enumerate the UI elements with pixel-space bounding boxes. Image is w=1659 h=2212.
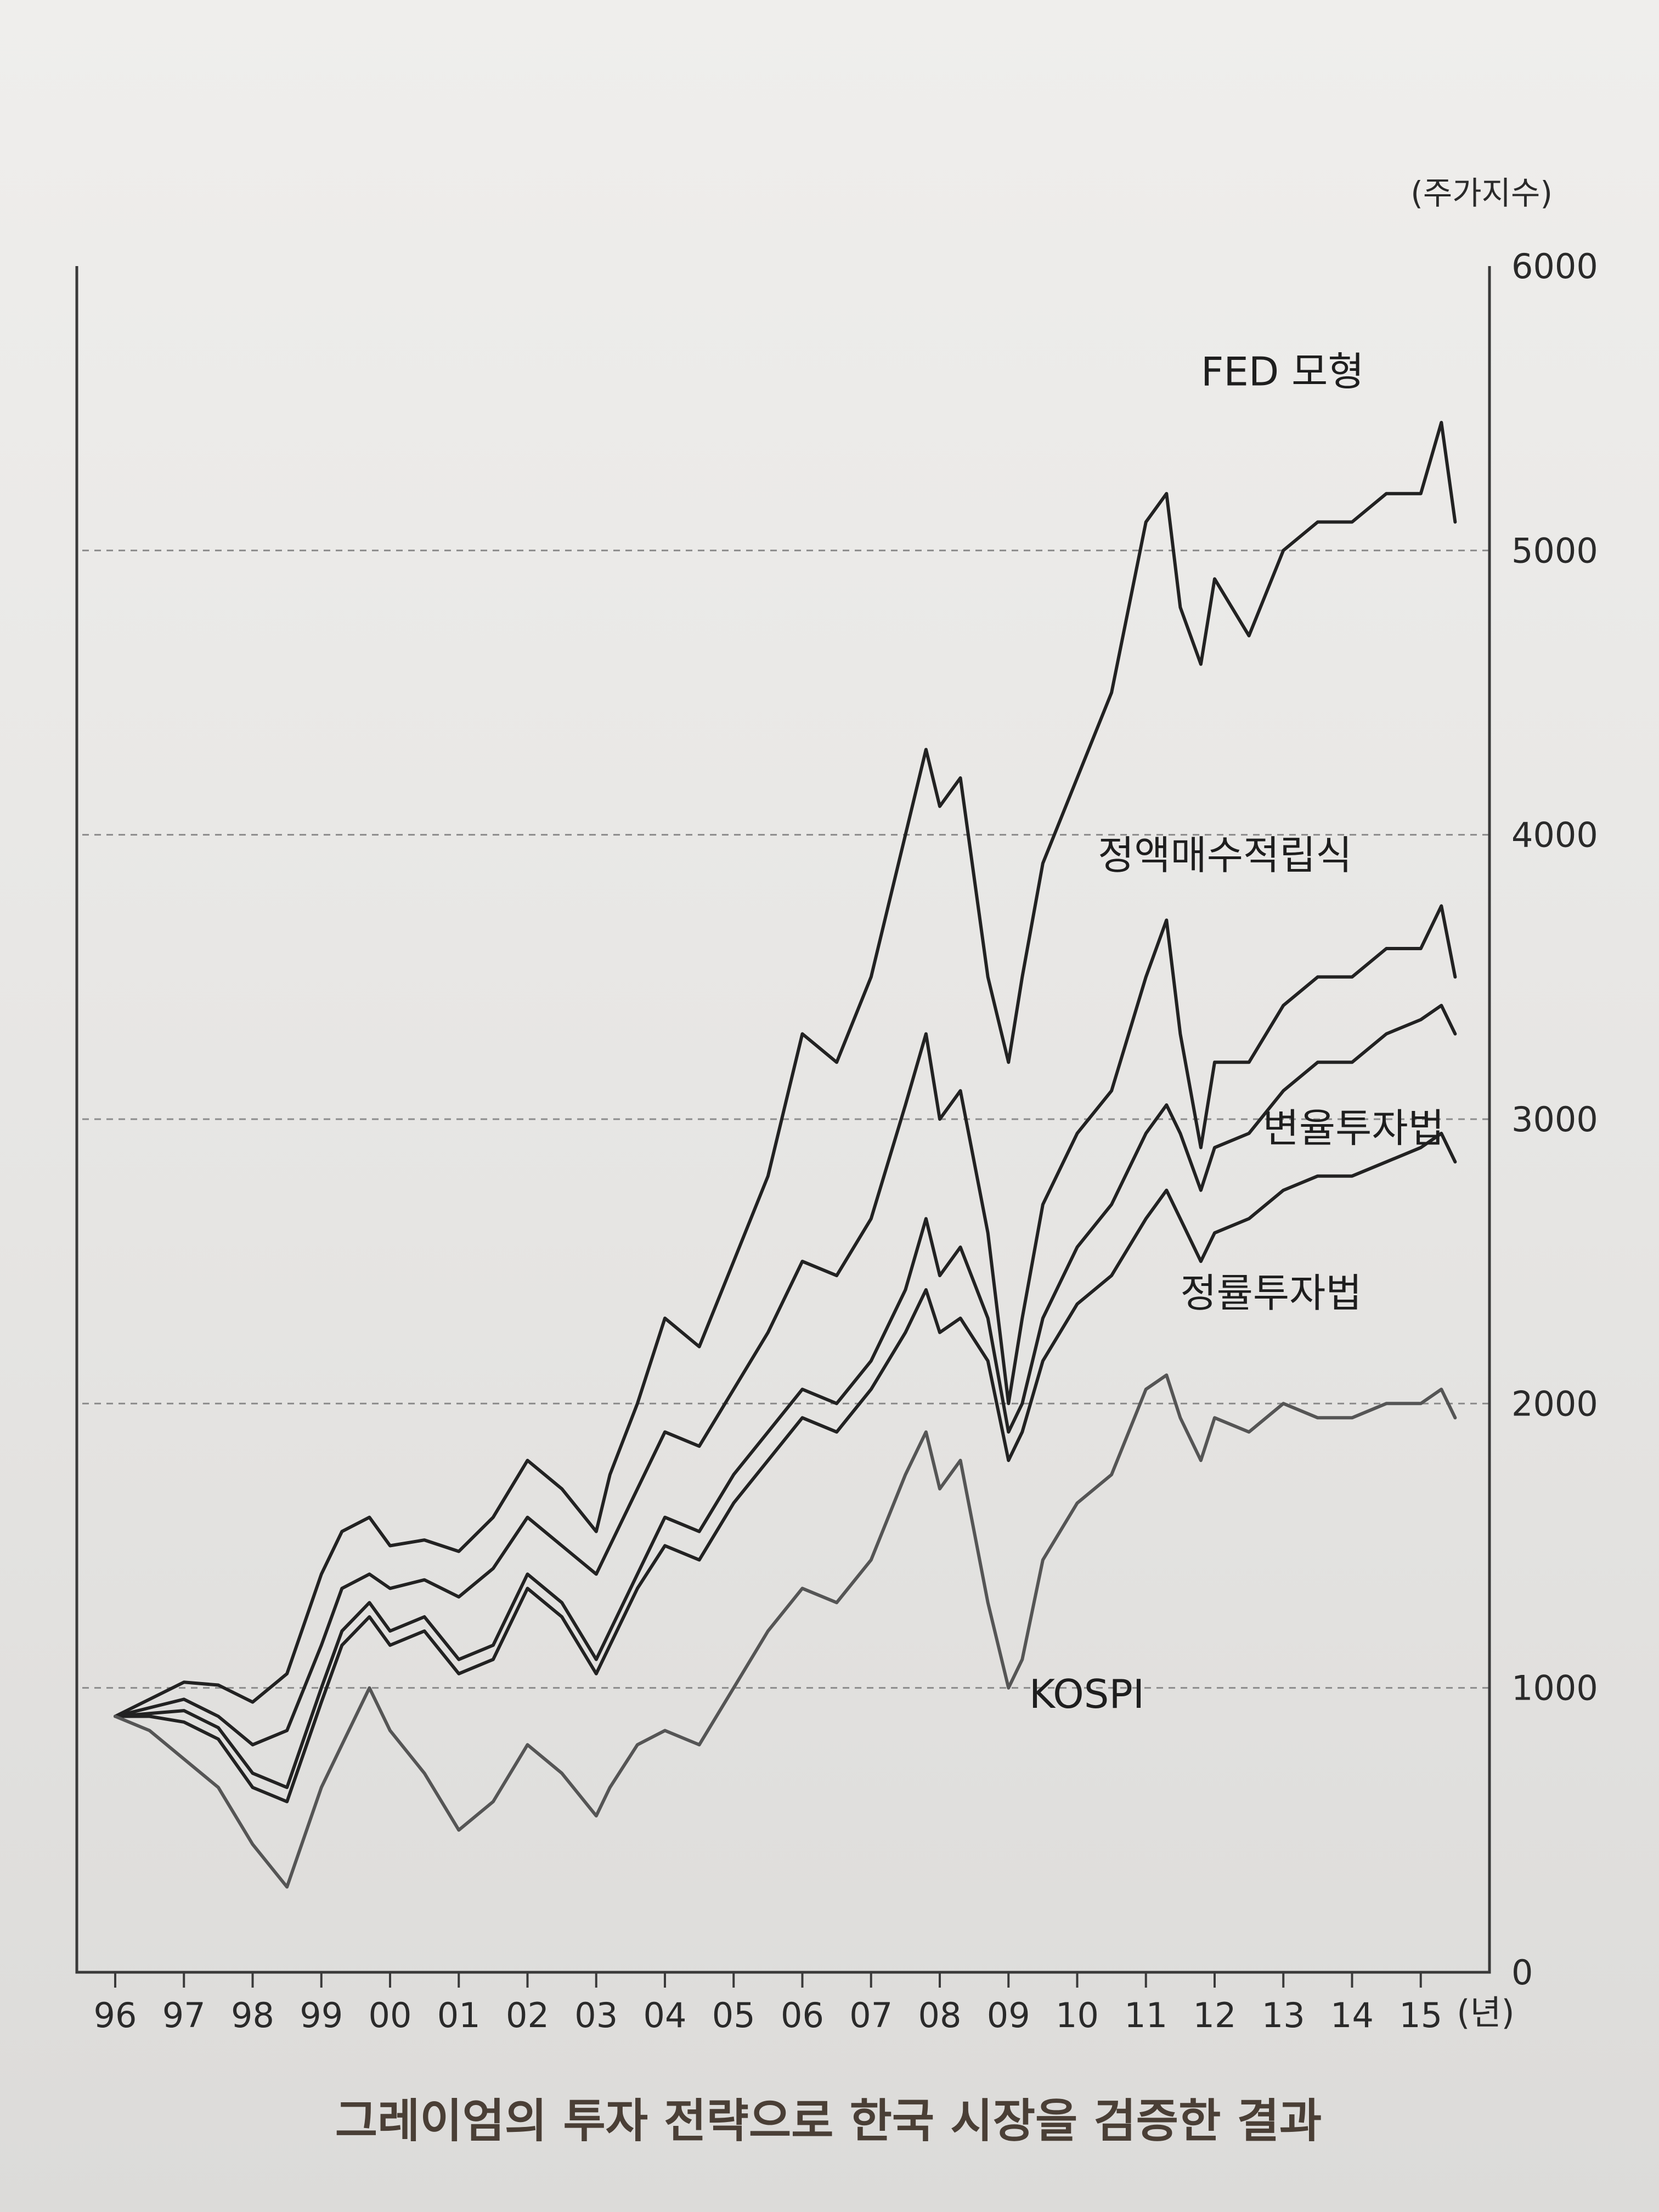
series-line-1	[114, 421, 1457, 1718]
x-tick-label-96: 96	[94, 1995, 137, 2035]
x-tick-label-08: 08	[918, 1995, 962, 2035]
series-label-2: 정액매수적립식	[1098, 832, 1352, 878]
x-tick-label-14: 14	[1330, 1995, 1374, 2035]
y-tick-label-5000: 5000	[1511, 531, 1598, 571]
y-axis-unit-label: (주가지수)	[1410, 174, 1553, 212]
x-tick-label-98: 98	[231, 1995, 274, 2035]
x-tick-label-99: 99	[300, 1995, 343, 2035]
x-tick-label-10: 10	[1056, 1995, 1099, 2035]
x-tick-label-01: 01	[437, 1995, 481, 2035]
x-tick-label-05: 05	[712, 1995, 755, 2035]
y-tick-label-1000: 1000	[1511, 1668, 1598, 1708]
figure-caption: 그레이엄의 투자 전략으로 한국 시장을 검증한 결과	[335, 2094, 1322, 2148]
x-tick-label-97: 97	[162, 1995, 206, 2035]
x-tick-label-13: 13	[1262, 1995, 1305, 2035]
x-tick-label-00: 00	[369, 1995, 412, 2035]
series-label-3: 변율투자법	[1263, 1105, 1444, 1151]
y-tick-label-6000: 6000	[1511, 246, 1598, 286]
y-tick-label-2000: 2000	[1511, 1384, 1598, 1424]
x-tick-label-12: 12	[1193, 1995, 1237, 2035]
x-tick-label-09: 09	[987, 1995, 1030, 2035]
axes-frame	[75, 266, 1491, 1974]
x-tick-label-02: 02	[506, 1995, 549, 2035]
y-tick-label-3000: 3000	[1511, 1099, 1598, 1139]
x-tick-label-06: 06	[781, 1995, 824, 2035]
x-tick-label-07: 07	[849, 1995, 893, 2035]
series-line-3	[114, 1003, 1457, 1790]
series-line-5	[114, 1373, 1457, 1889]
series-line-4	[114, 1131, 1457, 1803]
y-tick-label-0: 0	[1511, 1953, 1533, 1993]
x-tick-label-03: 03	[574, 1995, 618, 2035]
series-label-4: 정률투자법	[1180, 1270, 1362, 1316]
series-label-5: KOSPI	[1029, 1671, 1144, 1717]
x-tick-label-15: 15	[1399, 1995, 1442, 2035]
series-line-2	[114, 904, 1457, 1747]
x-axis-unit-label: (년)	[1457, 1993, 1514, 2033]
x-tick-label-04: 04	[644, 1995, 687, 2035]
series-label-1: FED 모형	[1201, 349, 1364, 395]
x-tick-label-11: 11	[1124, 1995, 1167, 2035]
y-tick-label-4000: 4000	[1511, 815, 1598, 855]
